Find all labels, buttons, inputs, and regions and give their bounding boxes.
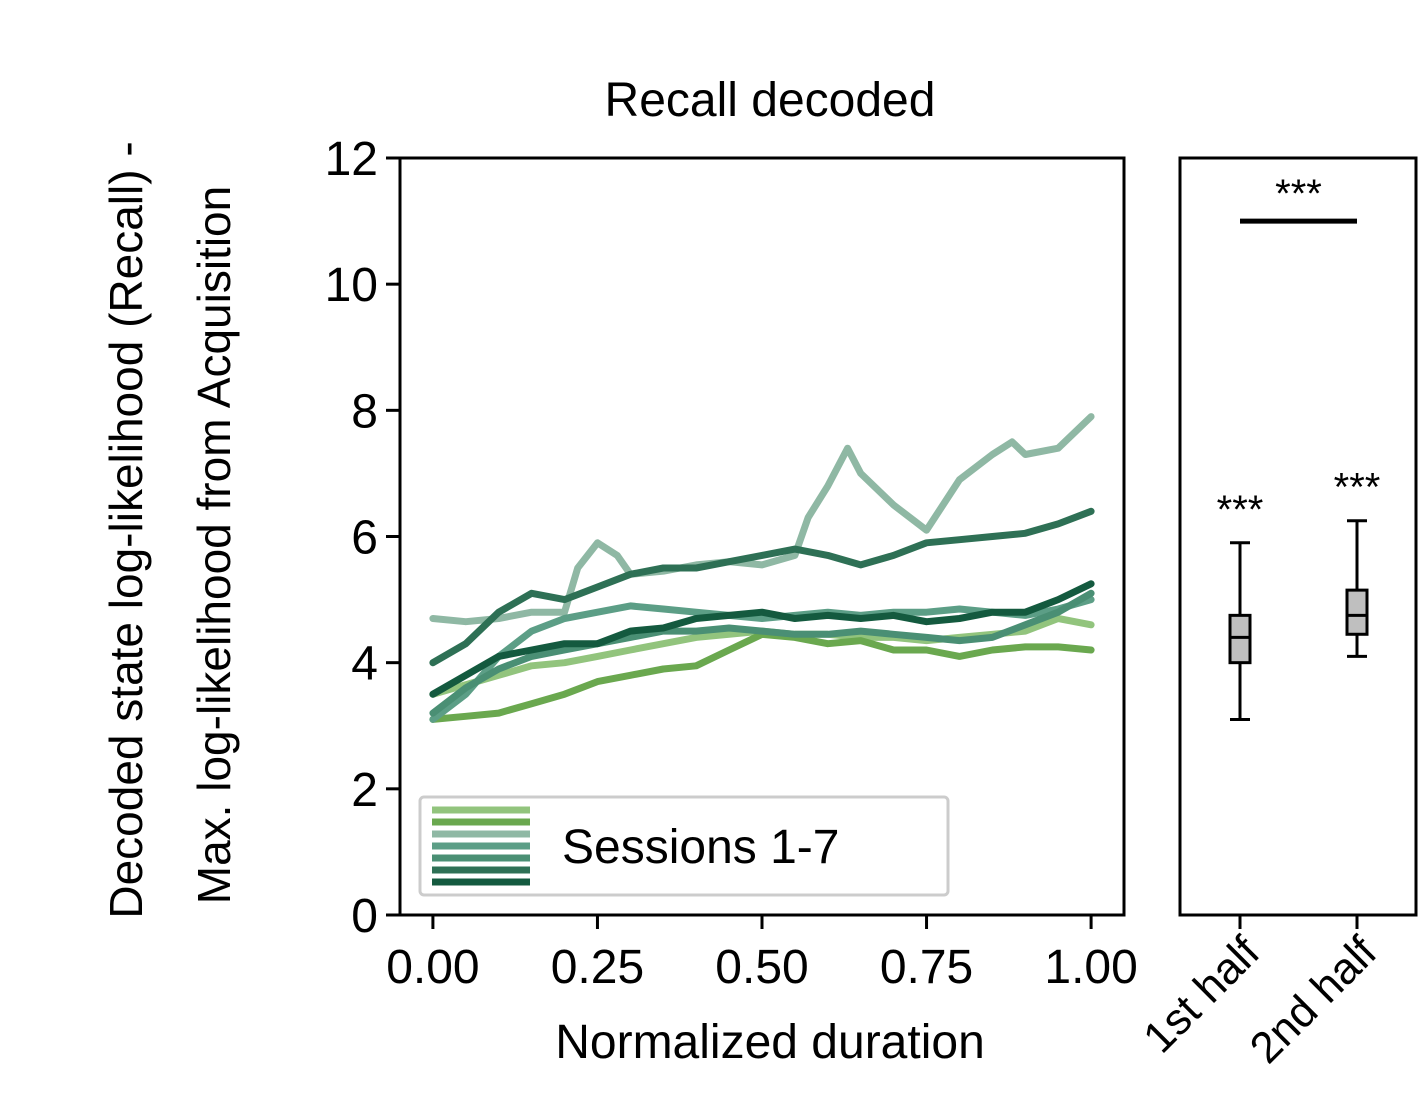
y-tick-label: 8 — [351, 385, 378, 438]
box-layer: ***1st half***2nd half — [1134, 466, 1387, 1073]
significance-label: *** — [1275, 172, 1322, 216]
box-annotation: *** — [1217, 488, 1264, 532]
y-tick-label: 4 — [351, 638, 378, 691]
series-layer — [429, 413, 1095, 723]
x-axis-label: Normalized duration — [555, 1016, 985, 1069]
axis-ticks: 0.00 0.25 0.50 0.75 1.00 0 2 4 6 8 10 12 — [325, 133, 1138, 994]
x-tick-label: 0.75 — [880, 941, 973, 994]
y-axis-label-line-1: Decoded state log-likelihood (Recall) - — [100, 141, 152, 918]
y-tick-label: 2 — [351, 764, 378, 817]
series-line-5 — [429, 589, 1095, 717]
box-x-tick-label: 2nd half — [1241, 927, 1387, 1073]
legend-frame — [418, 795, 950, 897]
series-line-3 — [429, 413, 1095, 626]
x-tick-label: 0.50 — [715, 941, 808, 994]
y-tick-label: 6 — [351, 512, 378, 565]
box-annotation: *** — [1334, 466, 1381, 510]
y-tick-label: 12 — [325, 133, 378, 186]
box-plot: ***1st half***2nd half *** — [1134, 156, 1418, 1073]
y-axis-label-line-2: Max. log-likelihood from Acquisition — [188, 186, 240, 904]
chart-title: Recall decoded — [605, 74, 936, 127]
legend: Sessions 1-7 — [418, 795, 950, 897]
series-line-7 — [429, 580, 1095, 698]
legend-label: Sessions 1-7 — [562, 821, 839, 874]
line-plot: 0.00 0.25 0.50 0.75 1.00 0 2 4 6 8 10 12 Sessions 1… — [325, 133, 1138, 994]
box-iqr — [1345, 588, 1369, 636]
x-tick-label: 1.00 — [1044, 941, 1137, 994]
series-line-6 — [429, 507, 1095, 667]
y-tick-label: 10 — [325, 259, 378, 312]
x-tick-label: 0.25 — [551, 941, 644, 994]
x-tick-label: 0.00 — [386, 941, 479, 994]
box-iqr — [1228, 613, 1252, 665]
legend-swatches — [432, 806, 530, 886]
box-plot-frame — [1178, 156, 1418, 917]
y-tick-label: 0 — [351, 890, 378, 943]
